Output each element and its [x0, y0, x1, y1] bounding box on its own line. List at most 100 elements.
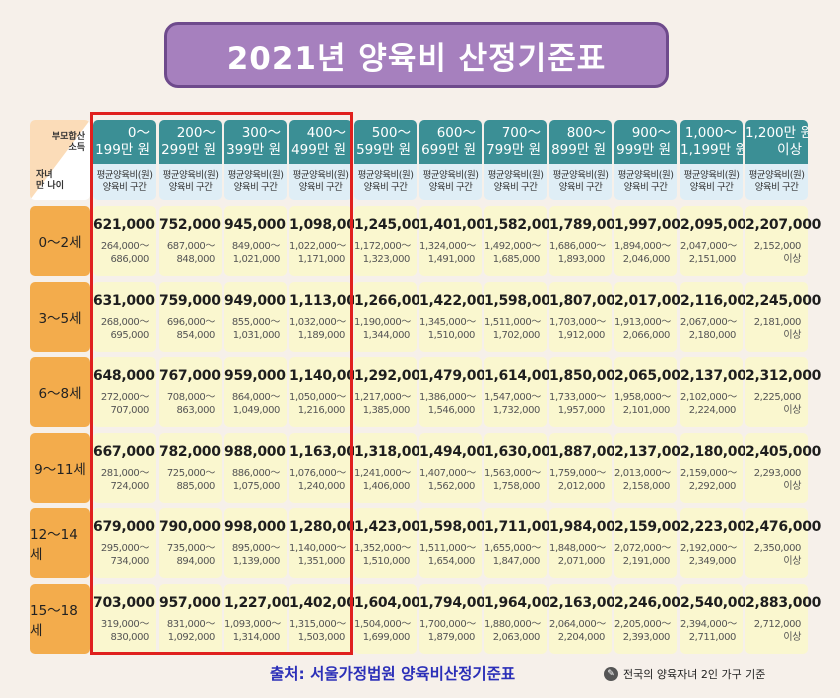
support-range-value: 281,000～ 724,000 [93, 467, 150, 493]
support-range-value: 1,703,000～ 1,912,000 [549, 316, 606, 342]
table-cell: 631,000 268,000～ 695,000 [93, 282, 156, 352]
average-support-value: 2,245,000 [745, 293, 822, 309]
support-range-min: 1,958,000～ [614, 392, 671, 403]
support-range-value: 2,072,000～ 2,191,000 [614, 542, 671, 568]
support-range-value: 1,386,000～ 1,546,000 [419, 391, 476, 417]
average-support-value: 752,000 [159, 217, 221, 233]
table-cell: 752,000 687,000～ 848,000 [159, 206, 222, 276]
support-range-value: 295,000～ 734,000 [93, 542, 150, 568]
support-range-min: 1,492,000～ [484, 241, 541, 252]
support-range-min: 2,047,000～ [680, 241, 737, 252]
support-range-value: 1,324,000～ 1,491,000 [419, 240, 476, 266]
age-group-label: 9～11세 [30, 433, 90, 503]
support-range-value: 2,712,000 이상 [745, 618, 802, 644]
income-range-line-2: 599만 원 [356, 142, 411, 158]
average-support-value: 1,163,000 [289, 444, 366, 460]
support-range-max: 2,063,000 [492, 632, 541, 643]
support-range-max: 이상 [783, 254, 801, 265]
support-range-max: 1,879,000 [427, 632, 476, 643]
support-range-value: 1,032,000～ 1,189,000 [289, 316, 346, 342]
support-range-value: 1,140,000～ 1,351,000 [289, 542, 346, 568]
table-cell: 1,604,000 1,504,000～ 1,699,000 [354, 584, 430, 654]
income-column-header: 1,000～ 1,199만 원 평균양육비(원) 양육비 구간 [680, 120, 743, 200]
support-range-max: 1,092,000 [167, 632, 216, 643]
table-cell: 667,000 281,000～ 724,000 [93, 433, 156, 503]
average-support-label: 평균양육비(원) [552, 170, 609, 181]
support-range-max: 2,071,000 [557, 556, 606, 567]
support-range-min: 2,013,000～ [614, 468, 671, 479]
support-range-value: 886,000～ 1,075,000 [224, 467, 281, 493]
support-range-max: 2,204,000 [557, 632, 606, 643]
income-column-header: 1,200만 원 이상 평균양육비(원) 양육비 구간 [745, 120, 808, 200]
table-cell: 988,000 886,000～ 1,075,000 [224, 433, 287, 503]
column-subheader: 평균양육비(원) 양육비 구간 [93, 164, 156, 194]
page-title: 2021년 양육비 산정기준표 [164, 22, 669, 88]
support-range-value: 2,181,000 이상 [745, 316, 802, 342]
table-cell: 2,223,000 2,192,000～ 2,349,000 [680, 508, 756, 578]
average-support-value: 1,245,000 [354, 217, 431, 233]
support-range-value: 1,563,000～ 1,758,000 [484, 467, 541, 493]
support-range-min: 2,225,000 [753, 392, 802, 403]
support-range-value: 1,511,000～ 1,654,000 [419, 542, 476, 568]
support-range-max: 1,216,000 [297, 405, 346, 416]
support-range-max: 2,151,000 [688, 254, 737, 265]
support-range-value: 1,511,000～ 1,702,000 [484, 316, 541, 342]
support-range-min: 1,655,000～ [484, 543, 541, 554]
support-range-max: 1,491,000 [427, 254, 476, 265]
age-label-line-1: 자녀 [36, 170, 53, 180]
average-support-value: 631,000 [93, 293, 155, 309]
income-range-line-2: 799만 원 [486, 142, 541, 158]
table-cell: 2,245,000 2,181,000 이상 [745, 282, 822, 352]
table-cell: 949,000 855,000～ 1,031,000 [224, 282, 287, 352]
table-cell: 959,000 864,000～ 1,049,000 [224, 357, 287, 427]
support-range-max: 2,180,000 [688, 330, 737, 341]
age-group-label: 12～14세 [30, 508, 90, 578]
average-support-label: 평균양육비(원) [487, 170, 544, 181]
income-range-line-1: 400～ [306, 125, 346, 141]
table-cell: 1,266,000 1,190,000～ 1,344,000 [354, 282, 431, 352]
support-range-value: 1,894,000～ 2,046,000 [614, 240, 671, 266]
support-range-min: 2,064,000～ [549, 619, 606, 630]
support-range-max: 848,000 [176, 254, 215, 265]
support-range-min: 1,703,000～ [549, 317, 606, 328]
support-range-label: 양육비 구간 [623, 182, 668, 193]
average-support-value: 2,137,000 [680, 368, 757, 384]
average-support-value: 790,000 [159, 519, 221, 535]
support-range-min: 1,407,000～ [419, 468, 476, 479]
average-support-value: 2,065,000 [614, 368, 691, 384]
support-range-min: 272,000～ [100, 392, 150, 403]
table-cell: 782,000 725,000～ 885,000 [159, 433, 222, 503]
column-subheader: 평균양육비(원) 양육비 구간 [549, 164, 612, 194]
support-range-min: 281,000～ [100, 468, 150, 479]
table-cell: 1,850,000 1,733,000～ 1,957,000 [549, 357, 625, 427]
income-range: 500～ 599만 원 [354, 120, 417, 164]
average-support-value: 1,098,000 [289, 217, 366, 233]
support-range-value: 1,958,000～ 2,101,000 [614, 391, 671, 417]
average-support-value: 2,095,000 [680, 217, 757, 233]
table-cell: 2,476,000 2,350,000 이상 [745, 508, 821, 578]
support-range-min: 1,686,000～ [549, 241, 606, 252]
average-support-value: 1,630,000 [484, 444, 561, 460]
corner-divider [30, 120, 90, 200]
average-support-value: 998,000 [224, 519, 286, 535]
table-cell: 998,000 895,000～ 1,139,000 [224, 508, 287, 578]
support-range-min: 1,140,000～ [289, 543, 346, 554]
support-range-max: 2,101,000 [622, 405, 671, 416]
support-range-min: 1,172,000～ [354, 241, 411, 252]
age-group-label: 3～5세 [30, 282, 90, 352]
average-support-value: 1,266,000 [354, 293, 431, 309]
support-range-value: 849,000～ 1,021,000 [224, 240, 281, 266]
support-range-value: 1,759,000～ 2,012,000 [549, 467, 606, 493]
support-range-max: 1,139,000 [232, 556, 281, 567]
support-range-value: 1,022,000～ 1,171,000 [289, 240, 346, 266]
support-range-min: 1,511,000～ [484, 317, 541, 328]
support-range-min: 1,241,000～ [354, 468, 411, 479]
average-support-value: 959,000 [224, 368, 286, 384]
support-range-max: 1,758,000 [492, 481, 541, 492]
support-range-max: 1,912,000 [557, 330, 606, 341]
support-range-value: 2,152,000 이상 [745, 240, 802, 266]
support-range-value: 268,000～ 695,000 [93, 316, 150, 342]
table-cell: 1,964,000 1,880,000～ 2,063,000 [484, 584, 560, 654]
income-label-line-2: 소득 [68, 143, 85, 153]
support-range-max: 2,158,000 [622, 481, 671, 492]
